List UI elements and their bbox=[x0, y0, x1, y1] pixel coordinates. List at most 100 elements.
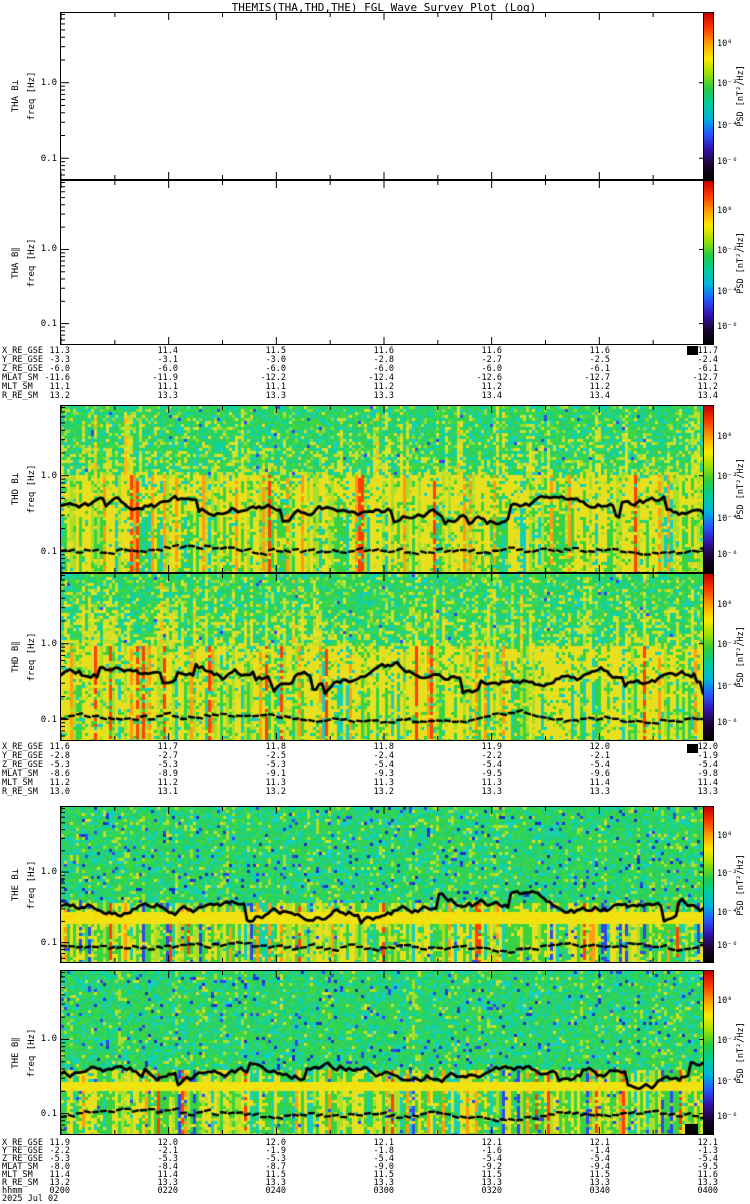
panel-name-thd-bperp: THD B⊥ bbox=[11, 472, 21, 506]
eph-value: -5.4 bbox=[589, 759, 610, 770]
spectrogram-the-bpar bbox=[61, 971, 707, 1134]
eph-value: -1.3 bbox=[697, 1146, 718, 1156]
eph-value: -6.1 bbox=[589, 363, 610, 374]
eph-value: 11.6 bbox=[481, 346, 502, 356]
eph-value: 13.1 bbox=[157, 786, 178, 797]
eph-value: 11.4 bbox=[157, 346, 178, 356]
spectrogram-the-bperp bbox=[61, 807, 707, 962]
eph-value: -8.9 bbox=[157, 768, 178, 779]
ytick-label: 0.1 bbox=[40, 547, 57, 557]
eph-value: 13.3 bbox=[157, 390, 178, 401]
eph-value: -2.4 bbox=[373, 750, 394, 761]
eph-value: -11.6 bbox=[44, 372, 70, 383]
eph-value: 11.3 bbox=[373, 777, 394, 788]
spectrogram-thd-bpar bbox=[61, 574, 707, 740]
colorbar-tick-label: 10⁻⁴ bbox=[717, 682, 738, 693]
eph-value: 13.3 bbox=[157, 1178, 178, 1188]
eph-value: -2.8 bbox=[49, 750, 70, 761]
eph-row-label: R_RE_SM bbox=[2, 390, 38, 401]
eph-value: -3.0 bbox=[265, 354, 286, 365]
eph-value: 11.3 bbox=[481, 777, 502, 788]
eph-value: -12.2 bbox=[260, 372, 286, 383]
panel-the-bpar bbox=[60, 970, 708, 1135]
eph-value: -9.0 bbox=[373, 1162, 394, 1172]
time-tick-label: 0220 bbox=[157, 1186, 178, 1196]
colorbar-tick-label: 10⁻⁴ bbox=[717, 121, 738, 132]
eph-value: -12.4 bbox=[368, 372, 394, 383]
eph-row-label: MLT_SM bbox=[2, 777, 33, 788]
eph-value: 11.2 bbox=[589, 381, 610, 392]
eph-value: 12.0 bbox=[589, 742, 610, 752]
eph-row-label: MLT_SM bbox=[2, 381, 33, 392]
eph-value: 11.1 bbox=[49, 381, 70, 392]
eph-value: 11.4 bbox=[589, 777, 610, 788]
eph-value: 13.3 bbox=[373, 390, 394, 401]
eph-value: -2.4 bbox=[697, 354, 718, 365]
panel-name-the-bperp: THE B⊥ bbox=[11, 868, 21, 901]
colorbar-tick-label: 10⁻⁶ bbox=[717, 321, 738, 332]
colorbar bbox=[703, 970, 714, 1135]
eph-row-label: Y_RE_GSE bbox=[2, 750, 43, 761]
eph-value: -6.0 bbox=[373, 363, 394, 374]
axis-ticks bbox=[61, 971, 707, 1134]
eph-value: 11.1 bbox=[265, 381, 286, 392]
eph-value: 13.2 bbox=[49, 390, 70, 401]
colorbar-tick-label: 10⁰ bbox=[717, 38, 733, 49]
eph-value: 12.1 bbox=[589, 1138, 610, 1148]
axis-ticks bbox=[61, 807, 707, 962]
eph-value: -5.3 bbox=[265, 1154, 286, 1164]
eph-value: -2.2 bbox=[481, 750, 502, 761]
eph-row-label: MLAT_SM bbox=[2, 768, 38, 779]
eph-row-label: X_RE_GSE bbox=[2, 1138, 43, 1148]
eph-value: 12.0 bbox=[265, 1138, 286, 1148]
eph-value: -1.8 bbox=[373, 1146, 394, 1156]
eph-value: -5.3 bbox=[265, 759, 286, 770]
eph-value: 11.6 bbox=[373, 346, 394, 356]
eph-value: 13.2 bbox=[265, 786, 286, 797]
eph-row-label: Y_RE_GSE bbox=[2, 354, 43, 365]
eph-value: -2.7 bbox=[481, 354, 502, 365]
colorbar-tick-label: 10⁻² bbox=[717, 472, 738, 483]
eph-row-label: X_RE_GSE bbox=[2, 346, 43, 356]
eph-value: -2.7 bbox=[157, 750, 178, 761]
plot-title: THEMIS(THA,THD,THE) FGL Wave Survey Plot… bbox=[231, 1, 537, 14]
eph-value: 13.3 bbox=[481, 786, 502, 797]
eph-value: 11.7 bbox=[697, 346, 718, 356]
eph-value: -9.4 bbox=[589, 1162, 610, 1172]
eph-value: -9.1 bbox=[265, 768, 286, 779]
eph-value: -5.3 bbox=[49, 1154, 70, 1164]
eph-row-label: Z_RE_GSE bbox=[2, 1154, 43, 1164]
eph-value: 13.2 bbox=[49, 1178, 70, 1188]
eph-value: 11.4 bbox=[157, 1170, 178, 1180]
time-tick-label: 0320 bbox=[481, 1186, 502, 1196]
panel-name-tha-bperp: THA B⊥ bbox=[11, 79, 21, 113]
eph-value: 11.2 bbox=[697, 381, 718, 392]
eph-value: 11.3 bbox=[265, 777, 286, 788]
eph-value: 11.4 bbox=[49, 1170, 70, 1180]
eph-value: -12.7 bbox=[584, 372, 610, 383]
eph-value: 11.2 bbox=[157, 777, 178, 788]
colorbar bbox=[703, 573, 714, 741]
eph-value: 13.3 bbox=[589, 1178, 610, 1188]
eph-value: -1.9 bbox=[697, 750, 718, 761]
axis-endcap-square bbox=[687, 744, 698, 753]
eph-value: -5.4 bbox=[481, 759, 502, 770]
eph-value: 11.9 bbox=[481, 742, 502, 752]
eph-value: -11.9 bbox=[152, 372, 178, 383]
colorbar-tick-label: 10⁻⁶ bbox=[717, 1111, 738, 1122]
eph-value: -9.5 bbox=[697, 1162, 718, 1172]
eph-value: 13.3 bbox=[481, 1178, 502, 1188]
ytick-label: 1.0 bbox=[40, 638, 57, 649]
colorbar-label: PSD [nT²/Hz] bbox=[736, 65, 746, 127]
panel-tha-bpar bbox=[60, 180, 708, 345]
ytick-label: 0.1 bbox=[40, 938, 57, 949]
colorbar-tick-label: 10⁻² bbox=[717, 79, 738, 90]
eph-value: 11.2 bbox=[49, 777, 70, 788]
ytick-label: 0.1 bbox=[40, 319, 57, 330]
colorbar-tick-label: 10⁻⁶ bbox=[717, 549, 738, 560]
eph-value: 13.3 bbox=[265, 1178, 286, 1188]
eph-value: -5.4 bbox=[373, 1154, 394, 1164]
eph-value: 11.9 bbox=[49, 1138, 70, 1148]
eph-value: -6.1 bbox=[697, 363, 718, 374]
colorbar bbox=[703, 405, 714, 573]
